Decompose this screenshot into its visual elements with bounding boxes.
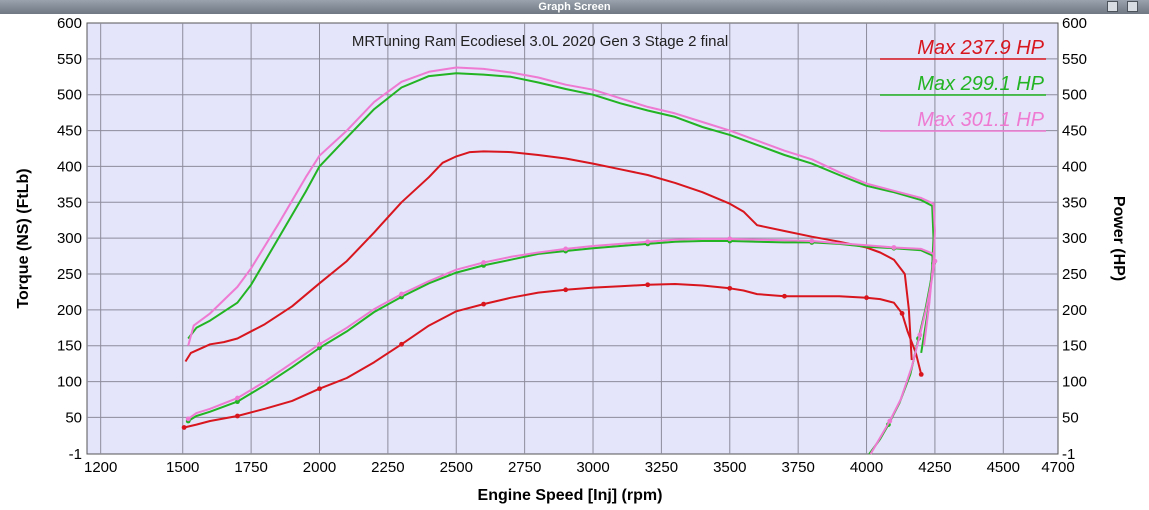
y-tick-label-right: 450 xyxy=(1062,123,1087,140)
y-tick-label-left: 350 xyxy=(57,194,82,211)
y-tick-label-right: 400 xyxy=(1062,158,1087,175)
x-tick-label: 3500 xyxy=(713,459,746,476)
x-tick-label: 1200 xyxy=(84,459,117,476)
window-close-icon[interactable] xyxy=(1127,1,1138,12)
window-title: Graph Screen xyxy=(538,1,611,13)
y-tick-label-left: 550 xyxy=(57,51,82,68)
y-tick-label-left: 600 xyxy=(57,15,82,32)
series-point xyxy=(809,238,815,244)
series-point xyxy=(727,236,733,242)
series-point xyxy=(317,386,322,392)
y-tick-label-left: 150 xyxy=(57,338,82,355)
x-tick-label: 3250 xyxy=(645,459,678,476)
x-tick-label: 4000 xyxy=(850,459,883,476)
series-line-4 xyxy=(187,66,936,346)
series-point xyxy=(727,285,733,291)
y-tick-label-right: 100 xyxy=(1062,374,1087,391)
window-titlebar: Graph Screen xyxy=(0,0,1149,14)
x-tick-label: 4500 xyxy=(987,459,1020,476)
y-tick-label-left: 300 xyxy=(57,230,82,247)
series-point xyxy=(399,341,404,347)
x-tick-label: 2500 xyxy=(440,459,473,476)
series-point xyxy=(235,413,240,419)
series-point xyxy=(918,371,924,377)
legend-entry: Max 299.1 HP xyxy=(917,73,1044,95)
series-point xyxy=(932,258,938,264)
series-point xyxy=(917,332,923,338)
x-tick-label: 3000 xyxy=(576,459,609,476)
x-tick-label: 2250 xyxy=(371,459,404,476)
series-point xyxy=(563,246,569,252)
x-tick-label: 4700 xyxy=(1041,459,1074,476)
series-point xyxy=(891,245,897,250)
y-tick-label-left: 450 xyxy=(57,123,82,140)
x-tick-label: 2750 xyxy=(508,459,541,476)
x-tick-label: 3750 xyxy=(781,459,814,476)
y-tick-label-left: -1 xyxy=(69,446,82,463)
dyno-chart: 1200 1500 1750 2000 2250 2500 2750 3000 3250 3500… xyxy=(15,15,1127,504)
legend-entry: Max 301.1 HP xyxy=(917,109,1044,131)
y-tick-label-right: 350 xyxy=(1062,194,1087,211)
y-tick-label-right: 50 xyxy=(1062,409,1079,426)
x-axis-label: Engine Speed [Inj] (rpm) xyxy=(478,487,663,504)
series-point xyxy=(563,287,569,293)
series-point xyxy=(782,293,787,299)
y-tick-label-left: 500 xyxy=(57,87,82,104)
x-tick-label: 1500 xyxy=(166,459,199,476)
y-tick-label-right: 250 xyxy=(1062,266,1087,283)
y-tick-label-right: -1 xyxy=(1062,446,1075,463)
series-point xyxy=(645,239,651,245)
series-point xyxy=(481,301,487,307)
y-tick-label-right: 500 xyxy=(1062,87,1087,104)
series-point xyxy=(317,345,322,351)
series-point xyxy=(864,295,869,301)
y-tick-label-right: 600 xyxy=(1062,15,1087,32)
series-line-2 xyxy=(187,72,935,354)
y-tick-label-right: 150 xyxy=(1062,338,1087,355)
y-tick-label-left: 400 xyxy=(57,158,82,175)
series-point xyxy=(235,399,240,405)
chart-title: MRTuning Ram Ecodiesel 3.0L 2020 Gen 3 S… xyxy=(352,33,728,50)
series-point xyxy=(645,282,651,288)
y-tick-label-right: 550 xyxy=(1062,51,1087,68)
series-point xyxy=(399,291,404,297)
y-axis-label-right: Power (HP) xyxy=(1110,196,1127,281)
legend-entry: Max 237.9 HP xyxy=(917,37,1044,59)
series-point xyxy=(181,425,187,430)
y-tick-label-left: 250 xyxy=(57,266,82,283)
y-tick-label-left: 200 xyxy=(57,302,82,319)
series-point xyxy=(317,341,322,347)
legend: Max 237.9 HP Max 299.1 HP Max 301.1 HP xyxy=(880,37,1046,132)
x-tick-label: 4250 xyxy=(918,459,951,476)
series-point xyxy=(899,311,905,316)
y-tick-label-left: 50 xyxy=(65,409,82,426)
window-minimize-icon[interactable] xyxy=(1107,1,1118,12)
series-layer xyxy=(181,66,938,455)
y-tick-label-left: 100 xyxy=(57,374,82,391)
series-line-5 xyxy=(187,237,936,455)
y-tick-label-right: 200 xyxy=(1062,302,1087,319)
y-axis-label-left: Torque (NS) (FtLb) xyxy=(15,168,32,308)
x-tick-label: 1750 xyxy=(234,459,267,476)
x-tick-label: 2000 xyxy=(303,459,336,476)
y-tick-label-right: 300 xyxy=(1062,230,1087,247)
tick-labels: 1200 1500 1750 2000 2250 2500 2750 3000 3250 3500… xyxy=(57,15,1087,476)
series-point xyxy=(887,418,893,424)
series-point xyxy=(185,416,191,422)
series-point xyxy=(481,260,487,265)
series-line-1 xyxy=(183,283,923,429)
series-point xyxy=(235,395,240,401)
